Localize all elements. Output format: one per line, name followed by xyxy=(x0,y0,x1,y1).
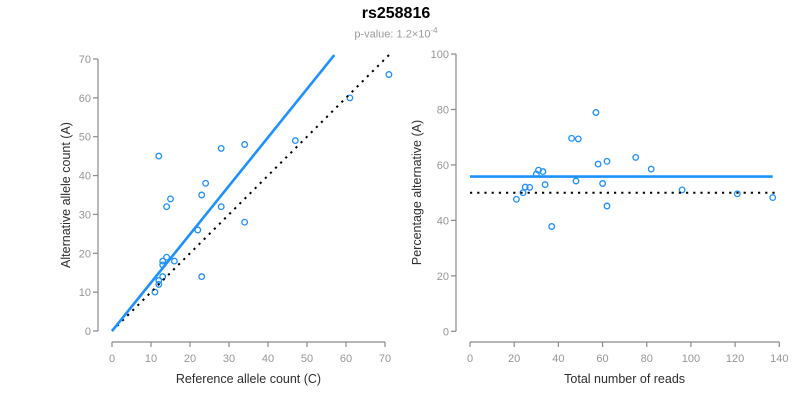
data-point xyxy=(733,190,741,198)
data-point xyxy=(535,166,542,174)
data-point xyxy=(632,153,640,161)
x-tick-label: 140 xyxy=(770,353,788,365)
data-point xyxy=(198,191,206,199)
data-point xyxy=(603,202,611,210)
x-tick-label: 30 xyxy=(223,353,235,365)
x-tick-label: 10 xyxy=(145,353,157,365)
y-tick-label: 60 xyxy=(79,93,91,105)
data-point xyxy=(539,168,547,176)
x-axis-title: Total number of reads xyxy=(564,372,685,386)
allele-counts-scatter: 0 10 20 30 40 50 60 70 0 10 20 30 40 50 60 70 Reference … xyxy=(59,52,393,386)
x-tick-label: 20 xyxy=(184,353,196,365)
x-tick-label: 80 xyxy=(641,353,653,365)
y-tick-label: 20 xyxy=(79,248,91,260)
y-tick-label: 80 xyxy=(437,104,449,116)
data-point xyxy=(241,141,249,148)
data-point xyxy=(198,273,206,281)
x-tick-label: 20 xyxy=(508,353,520,365)
figure-title: rs258816 xyxy=(361,5,431,22)
data-point xyxy=(599,180,607,187)
x-tick-label: 50 xyxy=(301,353,313,365)
pvalue-label: p-value: xyxy=(354,28,394,41)
data-point xyxy=(163,253,171,261)
percentage-vs-reads-scatter: 0 20 40 60 80 100 0 20 40 60 80 100 120 140 Total numb… xyxy=(410,49,788,386)
y-tick-label: 10 xyxy=(79,287,91,299)
data-point xyxy=(603,157,611,165)
data-point xyxy=(291,137,299,145)
data-point xyxy=(217,144,225,152)
x-tick-label: 70 xyxy=(379,353,391,365)
data-point xyxy=(526,183,534,191)
data-point xyxy=(512,195,520,203)
identity-line xyxy=(111,52,392,332)
data-point xyxy=(541,181,549,189)
y-tick-label: 70 xyxy=(79,54,91,66)
data-point xyxy=(385,71,393,78)
y-tick-label: 0 xyxy=(85,326,91,338)
pvalue-times-ten: ×10 xyxy=(411,28,431,41)
data-point xyxy=(769,194,777,202)
y-tick-label: 40 xyxy=(437,215,449,227)
y-tick-label: 30 xyxy=(79,209,91,221)
x-axis-title: Reference allele count (C) xyxy=(176,372,321,386)
y-tick-label: 50 xyxy=(79,132,91,144)
data-point xyxy=(548,223,556,230)
y-tick-label: 20 xyxy=(437,271,449,283)
data-point xyxy=(241,218,249,226)
data-point xyxy=(594,160,602,168)
y-tick-label: 0 xyxy=(443,326,449,338)
y-tick-label: 60 xyxy=(437,160,449,172)
data-point xyxy=(572,177,580,185)
data-point xyxy=(170,257,178,265)
data-point xyxy=(592,109,600,116)
x-tick-label: 60 xyxy=(596,353,608,365)
data-point xyxy=(217,203,225,211)
y-axis-title: Percentage alternative (A) xyxy=(410,120,424,265)
pvalue-mantissa: 1.2 xyxy=(396,28,412,41)
data-point xyxy=(346,94,354,102)
x-tick-label: 120 xyxy=(726,353,744,365)
x-tick-label: 40 xyxy=(552,353,564,365)
y-tick-label: 100 xyxy=(431,49,449,61)
data-point xyxy=(678,186,686,194)
data-point xyxy=(167,195,174,203)
data-point xyxy=(163,203,171,211)
data-point xyxy=(574,135,582,143)
data-point xyxy=(159,257,167,265)
x-tick-label: 60 xyxy=(340,353,352,365)
data-point xyxy=(647,165,655,173)
data-point xyxy=(568,134,576,142)
data-point xyxy=(159,273,167,281)
y-tick-label: 40 xyxy=(79,171,91,183)
data-point xyxy=(519,189,527,197)
x-tick-label: 0 xyxy=(467,353,473,365)
x-tick-label: 100 xyxy=(682,353,700,365)
x-tick-label: 0 xyxy=(109,353,115,365)
pvalue-subtitle: p-value: 1.2×10-4 xyxy=(0,26,792,41)
data-point xyxy=(202,179,210,187)
pvalue-exponent: -4 xyxy=(430,26,438,35)
x-tick-label: 40 xyxy=(262,353,274,365)
data-point xyxy=(155,280,163,288)
data-point xyxy=(151,288,159,296)
data-point xyxy=(521,183,529,191)
y-axis-title: Alternative allele count (A) xyxy=(59,122,73,268)
fit-line xyxy=(110,54,336,332)
data-point xyxy=(155,152,163,160)
